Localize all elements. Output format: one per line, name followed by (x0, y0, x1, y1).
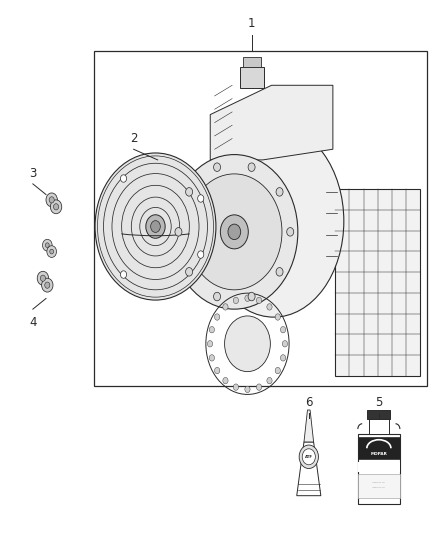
Circle shape (40, 275, 46, 281)
Circle shape (223, 304, 228, 310)
Circle shape (171, 155, 298, 309)
Bar (335, 189, 420, 376)
Text: 2: 2 (130, 132, 138, 145)
Circle shape (151, 221, 160, 232)
Circle shape (225, 316, 270, 372)
Bar (358, 434, 400, 504)
Circle shape (120, 271, 127, 278)
Bar (367, 410, 390, 419)
Circle shape (282, 341, 287, 347)
Circle shape (228, 224, 241, 240)
Circle shape (276, 188, 283, 196)
Circle shape (256, 384, 261, 390)
Circle shape (42, 239, 52, 251)
Circle shape (175, 228, 182, 236)
Circle shape (214, 163, 221, 172)
Circle shape (37, 271, 49, 285)
Circle shape (215, 314, 220, 320)
Circle shape (276, 268, 283, 276)
Text: MOPAR: MOPAR (371, 452, 387, 456)
Circle shape (233, 297, 239, 304)
Circle shape (245, 386, 250, 392)
Circle shape (209, 327, 215, 333)
Bar (358, 474, 400, 498)
Circle shape (299, 445, 318, 469)
Circle shape (220, 215, 248, 249)
Circle shape (223, 377, 228, 384)
Circle shape (275, 314, 280, 320)
Circle shape (187, 174, 282, 290)
Text: 1: 1 (248, 18, 256, 30)
Circle shape (146, 215, 165, 238)
Bar (243, 57, 261, 67)
Circle shape (280, 354, 286, 361)
Circle shape (49, 197, 54, 203)
Text: 4: 4 (29, 316, 37, 329)
Circle shape (50, 249, 53, 254)
Circle shape (42, 278, 53, 292)
Circle shape (267, 304, 272, 310)
Circle shape (50, 200, 62, 214)
Circle shape (53, 204, 59, 210)
Circle shape (287, 228, 294, 236)
Circle shape (275, 367, 280, 374)
Circle shape (46, 193, 57, 207)
Circle shape (47, 246, 57, 257)
Bar (358, 437, 400, 459)
Circle shape (267, 377, 272, 384)
Text: 5: 5 (375, 396, 382, 409)
Circle shape (215, 367, 220, 374)
Bar (358, 462, 400, 472)
Circle shape (207, 341, 212, 347)
Circle shape (46, 243, 49, 247)
Circle shape (120, 175, 127, 182)
Circle shape (214, 292, 221, 301)
Circle shape (280, 327, 286, 333)
Circle shape (95, 153, 216, 300)
Bar (369, 419, 389, 434)
Circle shape (233, 384, 239, 390)
Circle shape (186, 188, 193, 196)
Polygon shape (297, 442, 321, 496)
Polygon shape (210, 85, 333, 160)
Circle shape (248, 163, 255, 172)
Circle shape (256, 297, 261, 304)
Text: 3: 3 (29, 167, 36, 180)
Polygon shape (304, 410, 314, 442)
Text: ————
————: ———— ———— (372, 481, 386, 489)
Circle shape (45, 282, 50, 288)
Text: 6: 6 (305, 396, 313, 409)
Circle shape (302, 449, 315, 465)
Circle shape (248, 292, 255, 301)
Circle shape (198, 195, 204, 202)
Circle shape (209, 354, 215, 361)
Ellipse shape (204, 125, 344, 317)
Circle shape (198, 251, 204, 259)
Text: ATF: ATF (305, 455, 313, 459)
Circle shape (245, 295, 250, 302)
Circle shape (186, 268, 193, 276)
Bar (94, 51, 427, 386)
Bar (240, 67, 264, 88)
